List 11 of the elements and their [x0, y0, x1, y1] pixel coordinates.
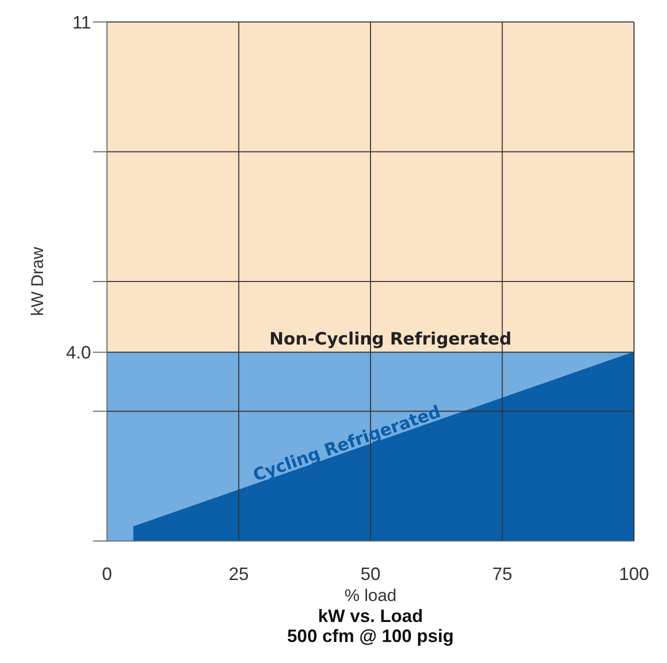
x-tick-label: 25	[228, 564, 249, 584]
x-tick-label: 100	[618, 564, 650, 584]
x-tick-label: 50	[360, 564, 381, 584]
y-axis-title: kW Draw	[28, 246, 48, 316]
text: kW vs. Load	[316, 606, 424, 626]
text: 500 cfm @ 100 psig	[286, 626, 455, 646]
x-tick-label: 75	[492, 564, 512, 584]
y-tick-label: 11	[72, 12, 91, 32]
x-tick-label: 0	[102, 564, 112, 584]
y-tick-label: 4.0	[66, 342, 91, 363]
x-axis-title: % load	[344, 586, 396, 605]
